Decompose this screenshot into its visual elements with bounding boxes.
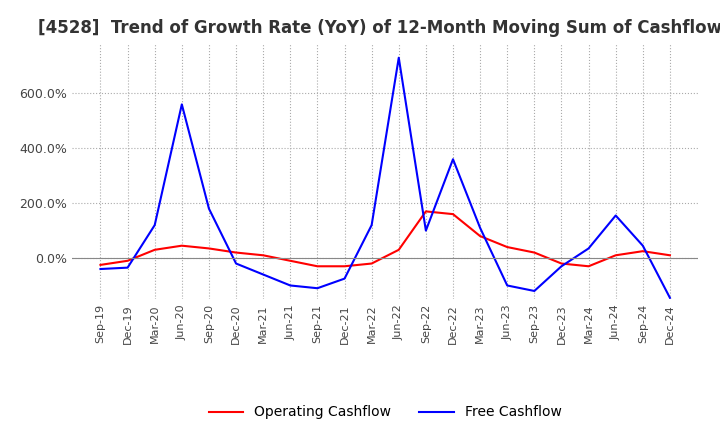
Free Cashflow (96, 266, 105, 271)
Free Cashflow (178, 102, 186, 107)
Operating Cashflow (286, 258, 294, 264)
Operating Cashflow (367, 261, 376, 266)
Legend: Operating Cashflow, Free Cashflow: Operating Cashflow, Free Cashflow (203, 400, 567, 425)
Free Cashflow (204, 206, 213, 211)
Operating Cashflow (530, 250, 539, 255)
Free Cashflow (367, 223, 376, 228)
Free Cashflow (584, 246, 593, 251)
Free Cashflow (611, 213, 620, 218)
Operating Cashflow (341, 264, 349, 269)
Line: Free Cashflow: Free Cashflow (101, 58, 670, 298)
Line: Operating Cashflow: Operating Cashflow (101, 211, 670, 266)
Free Cashflow (341, 276, 349, 281)
Free Cashflow (665, 295, 674, 301)
Free Cashflow (232, 261, 240, 266)
Free Cashflow (313, 286, 322, 291)
Operating Cashflow (232, 250, 240, 255)
Operating Cashflow (123, 258, 132, 264)
Operating Cashflow (96, 262, 105, 268)
Operating Cashflow (476, 234, 485, 239)
Free Cashflow (530, 288, 539, 293)
Operating Cashflow (204, 246, 213, 251)
Operating Cashflow (178, 243, 186, 248)
Free Cashflow (557, 264, 566, 269)
Operating Cashflow (259, 253, 268, 258)
Free Cashflow (123, 265, 132, 270)
Free Cashflow (259, 272, 268, 277)
Free Cashflow (476, 225, 485, 231)
Operating Cashflow (639, 249, 647, 254)
Title: [4528]  Trend of Growth Rate (YoY) of 12-Month Moving Sum of Cashflows: [4528] Trend of Growth Rate (YoY) of 12-… (38, 19, 720, 37)
Free Cashflow (503, 283, 511, 288)
Free Cashflow (150, 223, 159, 228)
Free Cashflow (286, 283, 294, 288)
Operating Cashflow (395, 247, 403, 253)
Free Cashflow (421, 228, 430, 233)
Operating Cashflow (584, 264, 593, 269)
Free Cashflow (639, 243, 647, 248)
Operating Cashflow (313, 264, 322, 269)
Operating Cashflow (449, 212, 457, 217)
Operating Cashflow (557, 261, 566, 266)
Free Cashflow (395, 55, 403, 60)
Operating Cashflow (665, 253, 674, 258)
Operating Cashflow (611, 253, 620, 258)
Operating Cashflow (421, 209, 430, 214)
Operating Cashflow (150, 247, 159, 253)
Operating Cashflow (503, 245, 511, 250)
Free Cashflow (449, 157, 457, 162)
